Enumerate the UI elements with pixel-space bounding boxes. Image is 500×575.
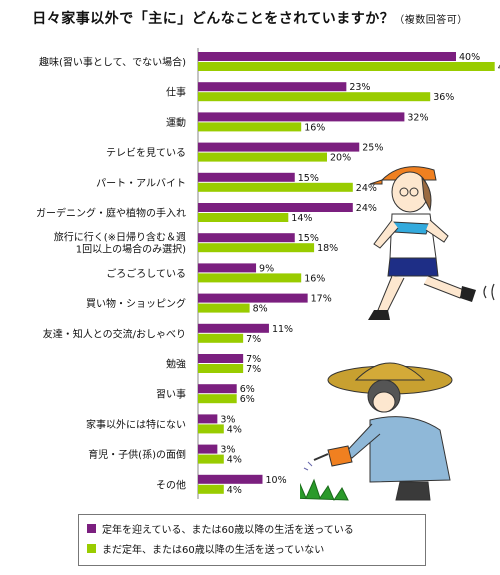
bar-retired <box>198 233 295 243</box>
value-label-working: 14% <box>291 213 312 224</box>
value-label-working: 16% <box>304 273 325 284</box>
value-label-working: 20% <box>330 153 351 164</box>
category-label: 友達・知人との交流/おしゃべり <box>43 327 186 340</box>
category-label: 旅行に行く(※日帰り含む＆週 1回以上の場合のみ選択) <box>54 231 186 256</box>
value-label-retired: 3% <box>220 445 235 456</box>
legend-item-working: まだ定年、または60歳以降の生活を送っていない <box>87 541 417 556</box>
value-label-working: 7% <box>246 334 261 345</box>
category-label: ごろごろしている <box>106 267 186 280</box>
category-label: ガーデニング・庭や植物の手入れ <box>36 207 186 220</box>
value-label-working: 16% <box>304 122 325 133</box>
value-label-working: 18% <box>317 243 338 254</box>
bar-retired <box>198 52 456 61</box>
chart-title-main: 日々家事以外で「主に」どんなことをされていますか？ <box>32 11 395 27</box>
bar-working <box>198 303 250 313</box>
bar-retired <box>198 444 218 454</box>
bar-retired <box>198 354 244 363</box>
bar-retired <box>198 263 257 273</box>
legend-item-retired: 定年を迎えている、または60歳以降の生活を送っている <box>87 521 417 536</box>
jogging-man-illustration <box>368 166 495 320</box>
category-label: 運動 <box>166 116 186 129</box>
category-label: 仕事 <box>166 86 186 99</box>
value-label-retired: 6% <box>240 384 255 395</box>
legend-swatch-working <box>87 544 96 553</box>
category-label: その他 <box>156 478 186 491</box>
chart-title-note: （複数回答可） <box>394 15 468 26</box>
value-label-working: 4% <box>227 424 242 435</box>
bar-chart: 趣味(習い事として、でない場合) 40% 46% 仕事 23% 36% 運動 32% 16% テレ… <box>36 48 500 499</box>
value-label-working: 36% <box>433 92 454 103</box>
bar-working <box>198 454 224 464</box>
bar-retired <box>198 203 353 212</box>
bar-retired <box>198 414 218 424</box>
bar-working <box>198 484 224 494</box>
bar-working <box>198 394 237 404</box>
bar-retired <box>198 172 295 182</box>
bar-working <box>198 152 327 162</box>
value-label-retired: 40% <box>459 52 480 63</box>
bar-retired <box>198 293 308 303</box>
value-label-retired: 11% <box>272 324 293 335</box>
value-label-working: 8% <box>253 304 268 315</box>
bar-working <box>198 424 224 434</box>
legend-label-working: まだ定年、または60歳以降の生活を送っていない <box>102 545 325 556</box>
value-label-working: 46% <box>498 62 500 73</box>
bar-working <box>198 243 315 253</box>
category-label: 趣味(習い事として、でない場合) <box>39 56 186 69</box>
category-label: 育児・子供(孫)の面倒 <box>88 448 186 461</box>
value-label-retired: 25% <box>362 143 383 154</box>
value-label-retired: 7% <box>246 354 261 365</box>
value-label-retired: 10% <box>266 475 287 486</box>
value-label-retired: 17% <box>311 294 332 305</box>
value-label-working: 24% <box>356 183 377 194</box>
bar-working <box>198 122 302 132</box>
bar-retired <box>198 112 405 122</box>
chart-title: 日々家事以外で「主に」どんなことをされていますか？（複数回答可） <box>0 8 500 28</box>
bar-retired <box>198 82 347 92</box>
bar-working <box>198 333 244 343</box>
value-label-retired: 3% <box>220 414 235 425</box>
bar-working <box>198 364 244 373</box>
bar-retired <box>198 474 263 484</box>
bar-retired <box>198 323 269 333</box>
value-label-retired: 32% <box>407 112 428 123</box>
gardening-woman-illustration <box>300 362 453 502</box>
legend-label-retired: 定年を迎えている、または60歳以降の生活を送っている <box>102 525 354 536</box>
bar-working <box>198 92 431 102</box>
category-label: 習い事 <box>156 388 186 401</box>
value-label-retired: 15% <box>298 173 319 184</box>
value-label-retired: 24% <box>356 203 377 214</box>
bar-working <box>198 62 495 71</box>
value-label-working: 4% <box>227 485 242 496</box>
value-label-working: 6% <box>240 394 255 405</box>
category-label: パート・アルバイト <box>96 177 186 189</box>
value-label-working: 7% <box>246 364 261 375</box>
category-label: 買い物・ショッピング <box>86 297 186 310</box>
legend-swatch-retired <box>87 524 96 533</box>
value-label-retired: 15% <box>298 233 319 244</box>
bar-working <box>198 182 353 192</box>
value-label-retired: 9% <box>259 263 274 274</box>
bar-working <box>198 213 289 222</box>
category-label: 家事以外には特にない <box>86 418 186 431</box>
chart-legend: 定年を迎えている、または60歳以降の生活を送っている まだ定年、または60歳以降… <box>78 514 426 566</box>
bar-retired <box>198 384 237 394</box>
category-label: 勉強 <box>166 358 186 371</box>
bar-working <box>198 273 302 283</box>
value-label-retired: 23% <box>349 82 370 93</box>
bar-retired <box>198 142 360 152</box>
category-label: テレビを見ている <box>106 147 186 159</box>
value-label-working: 4% <box>227 455 242 466</box>
